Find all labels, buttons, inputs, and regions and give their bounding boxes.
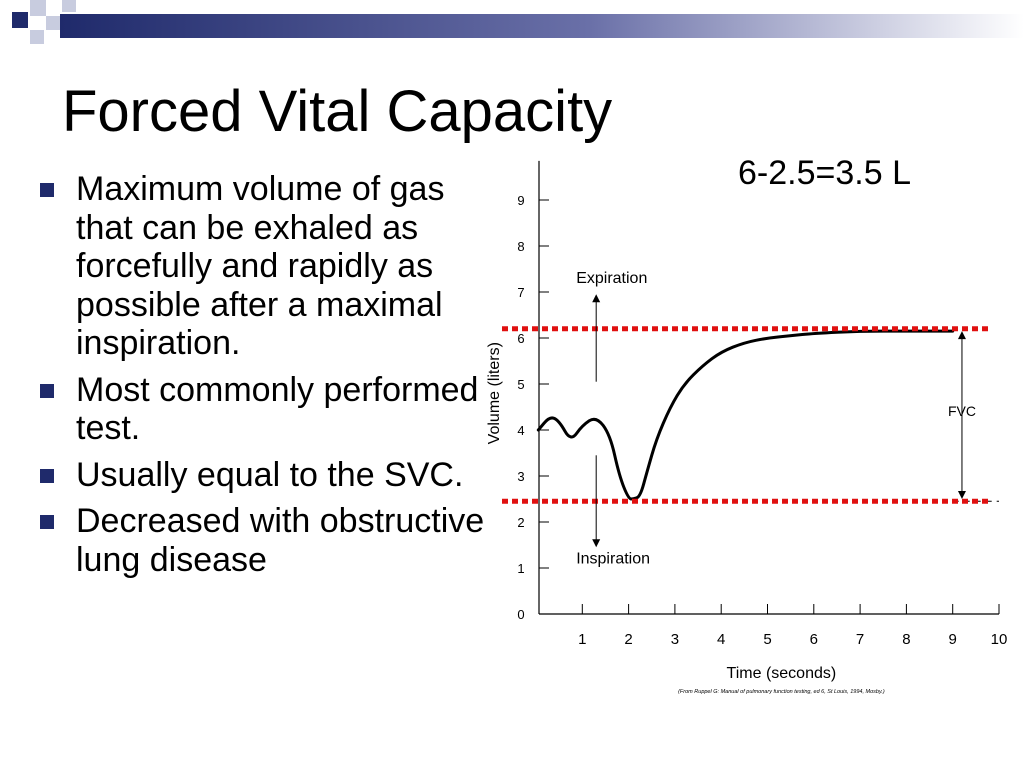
expiration-arrow-icon (592, 294, 601, 303)
x-tick-label: 7 (856, 631, 864, 648)
source-note: (From Ruppel G: Manual of pulmonary func… (678, 689, 885, 695)
square-bullet-icon (40, 383, 54, 398)
y-tick-label: 8 (517, 239, 524, 254)
y-tick-label: 7 (517, 285, 524, 300)
square-bullet-icon (40, 468, 54, 483)
fvc-arrow-down-icon (957, 491, 966, 499)
y-tick-label: 2 (517, 515, 524, 530)
spirogram-chart: 0 1 2 3 4 5 6 7 8 9 1 2 3 4 5 6 7 8 9 10 Time (seconds) Volum… (486, 160, 1008, 695)
x-tick-label: 8 (902, 631, 910, 648)
y-tick-label: 1 (517, 561, 524, 576)
x-tick-label: 3 (671, 631, 679, 648)
bullet-text: Decreased with obstructive lung disease (76, 502, 485, 579)
fvc-formula: 6-2.5=3.5 L (738, 154, 911, 192)
bullet-item: Usually equal to the SVC. (32, 456, 492, 495)
volume-curve (536, 329, 955, 501)
x-tick-label: 2 (624, 631, 632, 648)
bullet-item: Decreased with obstructive lung disease (32, 502, 492, 579)
expiration-label: Expiration (576, 270, 647, 287)
x-tick-label: 6 (810, 631, 818, 648)
slide-title: Forced Vital Capacity (62, 79, 613, 144)
bullet-text: Usually equal to the SVC. (76, 455, 464, 494)
x-tick-label: 1 (578, 631, 586, 648)
x-tick-label: 5 (763, 631, 771, 648)
square-bullet-icon (40, 515, 54, 529)
bullet-text: Maximum volume of gas that can be exhale… (76, 170, 445, 362)
y-tick-label: 4 (517, 423, 524, 438)
inspiration-arrow-icon (592, 539, 601, 548)
bullet-item: Maximum volume of gas that can be exhale… (32, 170, 492, 363)
x-tick-label: 9 (949, 631, 957, 648)
inspiration-label: Inspiration (576, 550, 650, 567)
y-tick-label: 6 (517, 331, 524, 346)
x-axis-label: Time (seconds) (727, 665, 837, 682)
fvc-label: FVC (948, 403, 976, 419)
x-tick-label: 10 (991, 631, 1008, 648)
y-tick-label: 5 (517, 377, 524, 392)
bullet-item: Most commonly performed test. (32, 371, 492, 448)
square-bullet-icon (40, 183, 54, 197)
bullet-list: Maximum volume of gas that can be exhale… (32, 170, 492, 587)
x-tick-label: 4 (717, 631, 725, 648)
header-decoration (12, 0, 1024, 44)
y-tick-label: 9 (517, 193, 524, 208)
y-axis-label: Volume (liters) (486, 342, 503, 444)
bullet-text: Most commonly performed test. (76, 370, 479, 448)
fvc-arrow-up-icon (957, 331, 966, 340)
y-tick-label: 3 (517, 469, 524, 484)
y-tick-label: 0 (517, 607, 524, 622)
